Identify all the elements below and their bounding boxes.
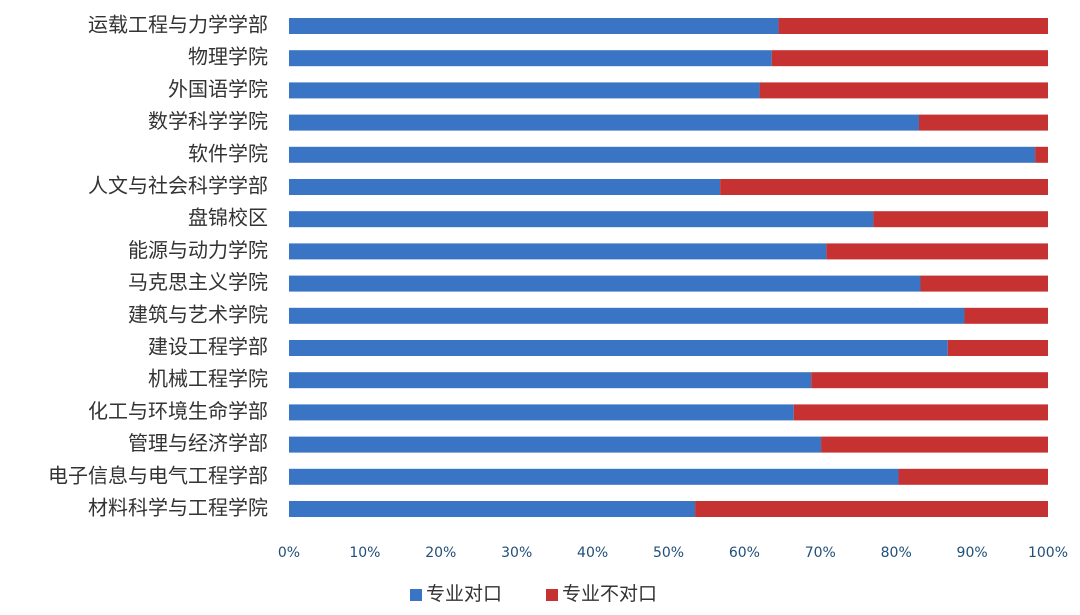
category-label: 管理与经济学部 xyxy=(128,431,268,455)
bar-segment-unmatched xyxy=(759,82,1048,99)
category-label: 物理学院 xyxy=(188,45,268,69)
x-tick-label: 80% xyxy=(881,545,912,561)
category-label: 运载工程与力学学部 xyxy=(88,13,268,37)
category-label: 盘锦校区 xyxy=(188,206,268,230)
bar-segment-unmatched xyxy=(947,340,1048,356)
bar-segment-matched xyxy=(289,18,779,34)
bar-segment-unmatched xyxy=(811,372,1048,389)
bar-segment-unmatched xyxy=(898,468,1048,485)
legend-swatch-unmatched xyxy=(546,589,558,601)
legend-swatch-matched xyxy=(410,589,422,601)
x-tick-label: 50% xyxy=(653,545,684,561)
bar-segment-matched xyxy=(289,146,1036,163)
legend: 专业对口 专业不对口 xyxy=(410,583,657,605)
category-labels: 运载工程与力学学部物理学院外国语学院数学科学学院软件学院人文与社会科学学部盘锦校… xyxy=(48,13,268,520)
bar-segment-matched xyxy=(289,340,948,356)
bar-segment-matched xyxy=(289,243,827,260)
bar-segment-unmatched xyxy=(1035,146,1048,163)
category-label: 软件学院 xyxy=(188,141,268,165)
bars-group xyxy=(289,18,1048,517)
x-tick-label: 10% xyxy=(349,545,380,561)
x-tick-label: 30% xyxy=(501,545,532,561)
category-label: 外国语学院 xyxy=(168,77,268,101)
category-label: 人文与社会科学学部 xyxy=(88,174,268,198)
category-label: 化工与环境生命学部 xyxy=(88,399,268,423)
x-tick-label: 0% xyxy=(278,545,300,561)
category-label: 电子信息与电气工程学部 xyxy=(48,463,268,487)
x-tick-label: 90% xyxy=(957,545,988,561)
bar-segment-matched xyxy=(289,372,812,389)
category-label: 马克思主义学院 xyxy=(128,270,268,294)
bar-segment-matched xyxy=(289,50,772,67)
bar-segment-unmatched xyxy=(720,179,1048,195)
bar-segment-unmatched xyxy=(778,18,1048,34)
category-label: 建设工程学部 xyxy=(148,335,268,359)
category-label: 建筑与艺术学院 xyxy=(128,302,268,326)
bar-segment-matched xyxy=(289,211,874,228)
category-label: 机械工程学院 xyxy=(148,367,268,391)
bar-segment-matched xyxy=(289,436,822,453)
bar-segment-unmatched xyxy=(821,436,1048,453)
category-label: 能源与动力学院 xyxy=(128,238,268,262)
legend-label-unmatched: 专业不对口 xyxy=(562,583,657,605)
bar-segment-matched xyxy=(289,179,721,195)
bar-segment-unmatched xyxy=(793,404,1048,421)
bar-segment-unmatched xyxy=(771,50,1048,67)
x-tick-label: 70% xyxy=(805,545,836,561)
bar-segment-matched xyxy=(289,404,794,421)
bar-segment-unmatched xyxy=(964,307,1048,324)
category-label: 数学科学学院 xyxy=(148,109,268,133)
legend-label-matched: 专业对口 xyxy=(426,583,502,605)
bar-segment-matched xyxy=(289,501,696,517)
x-tick-label: 100% xyxy=(1028,545,1068,561)
bar-segment-matched xyxy=(289,275,921,292)
bar-segment-matched xyxy=(289,82,760,99)
bar-segment-matched xyxy=(289,114,919,131)
x-tick-label: 20% xyxy=(425,545,456,561)
category-label: 材料科学与工程学院 xyxy=(88,496,268,520)
bar-segment-unmatched xyxy=(920,275,1048,292)
x-tick-label: 60% xyxy=(729,545,760,561)
x-tick-label: 40% xyxy=(577,545,608,561)
x-axis-ticks: 0% 10% 20% 30% 40% 50% 60% 70% 80% 90% 100% xyxy=(278,545,1068,561)
bar-segment-unmatched xyxy=(826,243,1048,260)
bar-segment-unmatched xyxy=(695,501,1048,517)
bar-segment-matched xyxy=(289,468,899,485)
bar-segment-unmatched xyxy=(918,114,1048,131)
bar-segment-matched xyxy=(289,307,965,324)
bar-segment-unmatched xyxy=(873,211,1048,228)
